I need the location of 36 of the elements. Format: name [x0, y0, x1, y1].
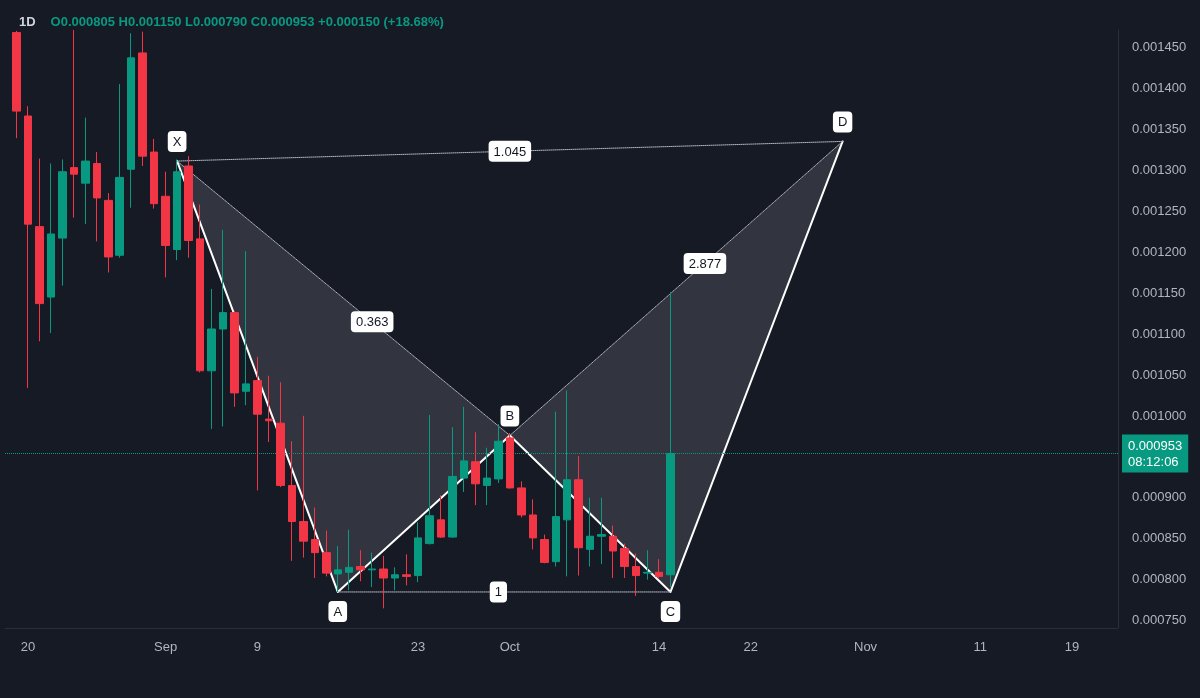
- x-tick-label: Sep: [154, 639, 178, 654]
- annotation: 2.877: [688, 255, 722, 271]
- y-tick-label: 0.001150: [1132, 284, 1186, 300]
- y-tick-label: 0.000800: [1132, 571, 1187, 587]
- chart-subtitle: O0.000805 H0.001150 L0.000790 C0.000953 +0.000150 (+18.68%): [50, 13, 444, 29]
- annotation: 1.045: [493, 143, 527, 159]
- x-tick-label: 14: [651, 639, 667, 654]
- x-tick-label: 19: [1064, 639, 1080, 654]
- y-tick-label: 0.001400: [1132, 79, 1187, 95]
- x-tick-label: Oct: [499, 639, 521, 654]
- y-tick-label: 0.001450: [1132, 38, 1187, 54]
- x-tick-label: 11: [973, 639, 988, 654]
- annotation: A: [333, 603, 343, 619]
- x-tick-label: Nov: [854, 639, 878, 654]
- x-tick-label: 23: [410, 639, 426, 654]
- x-tick-label: 22: [743, 639, 759, 654]
- y-tick-label: 0.000850: [1132, 530, 1187, 546]
- y-tick-label: 0.000750: [1132, 612, 1187, 628]
- y-tick-label: 0.001300: [1132, 161, 1187, 177]
- y-tick-label: 0.001100: [1132, 325, 1186, 341]
- annotation: 0.363: [355, 314, 389, 330]
- annotation: D: [837, 114, 848, 130]
- y-tick-label: 0.001200: [1132, 243, 1187, 259]
- chart-title: 1D: [19, 13, 36, 29]
- y-tick-label: 0.001350: [1132, 120, 1187, 136]
- y-tick-label: 0.000900: [1132, 489, 1187, 505]
- y-tick-label: 0.001000: [1132, 407, 1187, 423]
- annotation: 1: [494, 584, 503, 600]
- y-tick-label: 0.001050: [1132, 366, 1187, 382]
- ref-line-label: 0.000953 08:12:06: [1128, 438, 1183, 470]
- x-tick-label: 9: [253, 639, 262, 654]
- annotation: X: [172, 134, 182, 150]
- annotation: C: [665, 603, 676, 619]
- annotation: B: [505, 408, 515, 424]
- x-tick-label: 20: [20, 639, 36, 654]
- y-tick-label: 0.001250: [1132, 202, 1187, 218]
